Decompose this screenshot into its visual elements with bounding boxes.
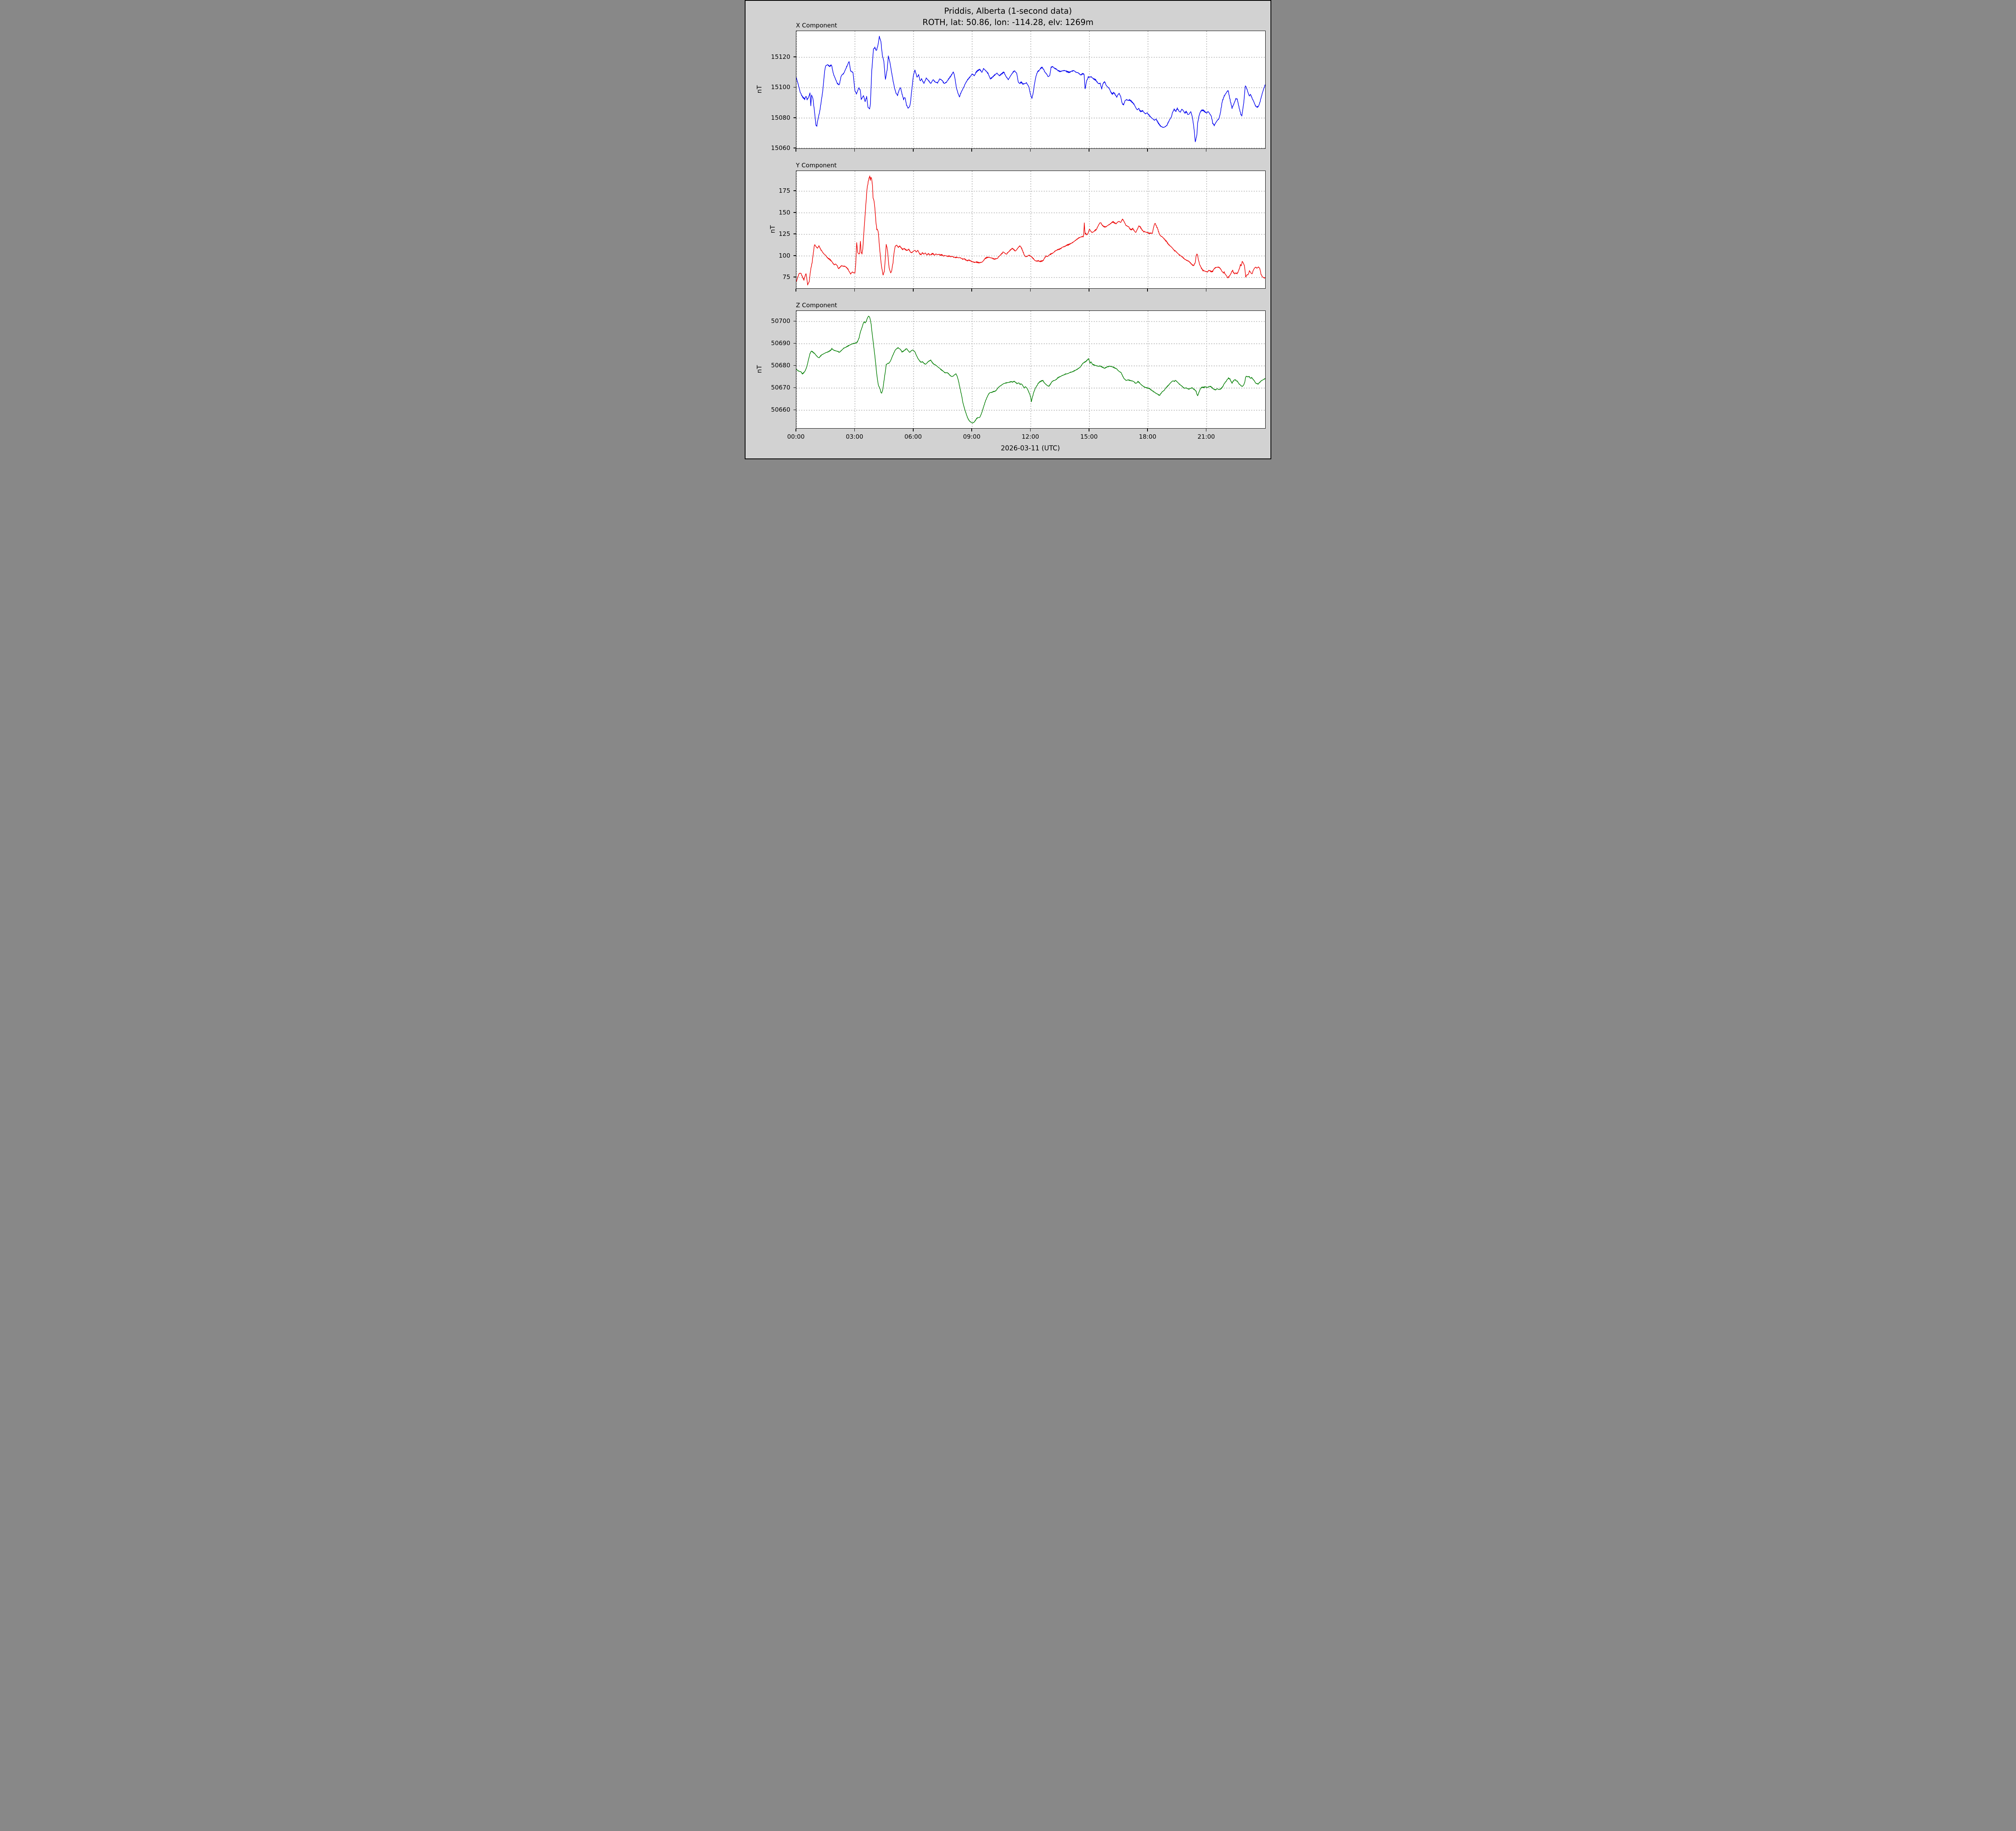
magnetometer-figure: Priddis, Alberta (1-second data) ROTH, l… <box>745 0 1271 459</box>
y-tick <box>793 87 796 88</box>
y-tick <box>793 343 796 344</box>
x-tick <box>854 288 855 292</box>
y-tick-label: 175 <box>779 187 790 195</box>
y-component-line <box>796 175 1265 285</box>
x-tick <box>912 148 914 152</box>
y-tick <box>793 321 796 322</box>
x-tick <box>1147 428 1148 431</box>
plot-svg <box>796 31 1265 148</box>
x-tick-label: 06:00 <box>904 433 922 440</box>
x-component-line <box>796 35 1265 142</box>
plot-area-y <box>796 171 1266 289</box>
x-tick <box>1030 428 1031 431</box>
x-tick <box>912 428 914 431</box>
y-tick <box>793 56 796 57</box>
y-tick-label: 50670 <box>771 384 790 392</box>
subplot-title-z: Z Component <box>796 302 837 309</box>
x-tick-label: 21:00 <box>1198 433 1215 440</box>
x-axis-label: 2026-03-11 (UTC) <box>1001 444 1060 452</box>
y-tick-label: 125 <box>779 230 790 238</box>
y-tick <box>793 212 796 213</box>
y-axis-label: nT <box>755 85 763 93</box>
y-tick <box>793 365 796 366</box>
y-tick-label: 15100 <box>771 83 790 91</box>
x-tick <box>971 148 972 152</box>
y-tick <box>793 387 796 388</box>
y-tick <box>793 117 796 118</box>
plot-svg <box>796 311 1265 428</box>
y-tick-label: 15120 <box>771 53 790 61</box>
plot-area-z <box>796 310 1266 429</box>
subplot-title-y: Y Component <box>796 162 837 169</box>
y-tick-label: 50700 <box>771 317 790 325</box>
x-tick <box>854 148 855 152</box>
plot-svg <box>796 171 1265 288</box>
x-tick-label: 09:00 <box>963 433 981 440</box>
x-tick <box>971 288 972 292</box>
x-tick <box>1030 148 1031 152</box>
z-component-line <box>796 316 1265 423</box>
x-tick <box>1206 428 1207 431</box>
x-tick <box>1030 288 1031 292</box>
y-tick <box>793 255 796 256</box>
y-tick-label: 50660 <box>771 406 790 414</box>
x-tick <box>854 428 855 431</box>
figure-subtitle: ROTH, lat: 50.86, lon: -114.28, elv: 126… <box>923 17 1093 27</box>
x-tick <box>1206 148 1207 152</box>
y-tick-label: 50690 <box>771 340 790 347</box>
subplot-title-x: X Component <box>796 22 837 29</box>
figure-title: Priddis, Alberta (1-second data) <box>944 6 1072 16</box>
x-tick-label: 00:00 <box>787 433 805 440</box>
y-tick-label: 150 <box>779 208 790 216</box>
x-tick <box>912 288 914 292</box>
y-tick <box>793 233 796 235</box>
y-tick-label: 75 <box>782 273 790 281</box>
x-tick <box>971 428 972 431</box>
plot-area-x <box>796 31 1266 149</box>
y-tick-label: 15060 <box>771 144 790 152</box>
y-tick <box>793 190 796 192</box>
y-tick-label: 15080 <box>771 114 790 121</box>
x-tick-label: 12:00 <box>1021 433 1039 440</box>
y-axis-label: nT <box>768 225 777 233</box>
x-tick <box>1147 288 1148 292</box>
y-tick-label: 100 <box>779 252 790 259</box>
x-tick-label: 15:00 <box>1080 433 1098 440</box>
x-tick-label: 18:00 <box>1139 433 1156 440</box>
y-tick-label: 50680 <box>771 362 790 369</box>
x-tick-label: 03:00 <box>846 433 863 440</box>
x-tick <box>1147 148 1148 152</box>
x-tick <box>1206 288 1207 292</box>
y-axis-label: nT <box>755 365 763 373</box>
